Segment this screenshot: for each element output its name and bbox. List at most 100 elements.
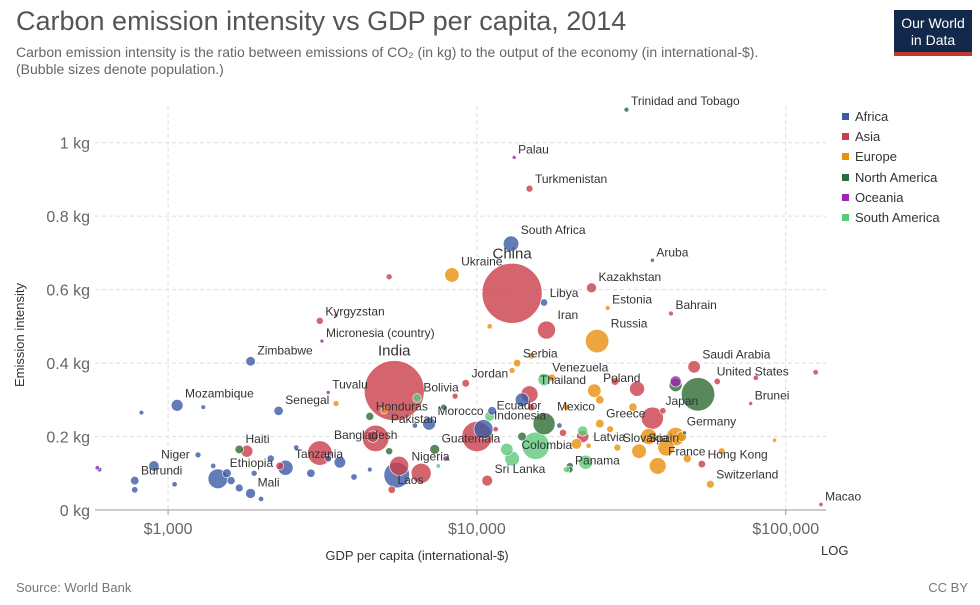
- data-label: Sri Lanka: [495, 462, 546, 476]
- data-point: [577, 425, 589, 437]
- data-point: [422, 416, 436, 431]
- data-label: Tanzania: [295, 447, 343, 461]
- data-point: [649, 457, 667, 475]
- data-point: [586, 282, 597, 294]
- logo-line-2: in Data: [910, 32, 956, 48]
- legend-swatch: [842, 112, 849, 120]
- data-point: [812, 369, 819, 376]
- data-label: Russia: [611, 316, 648, 330]
- log-scale-toggle[interactable]: LOG: [821, 543, 849, 558]
- data-point: [585, 329, 610, 354]
- data-point: [324, 454, 332, 463]
- data-point: [319, 338, 325, 344]
- y-tick-label: 0.6 kg: [46, 283, 90, 300]
- y-tick-label: 0.4 kg: [46, 356, 90, 373]
- data-label: Ecuador: [497, 398, 542, 412]
- data-label: United States: [717, 365, 789, 379]
- data-point: [481, 474, 493, 487]
- data-point: [697, 460, 706, 469]
- data-point: [350, 473, 358, 481]
- data-point: [628, 402, 638, 412]
- data-point: [385, 273, 393, 281]
- data-label: Latvia: [593, 430, 625, 444]
- data-label: Laos: [397, 473, 423, 487]
- data-point: [366, 430, 379, 443]
- legend-label: South America: [855, 210, 940, 226]
- data-point: [629, 380, 645, 397]
- data-point: [681, 377, 716, 412]
- chart-subtitle: Carbon emission intensity is the ratio b…: [16, 44, 876, 78]
- data-point: [657, 438, 675, 457]
- data-point: [532, 412, 556, 435]
- data-point: [258, 495, 265, 502]
- y-tick-label: 1 kg: [60, 136, 90, 153]
- legend-item[interactable]: Europe: [842, 147, 940, 167]
- data-label: Mozambique: [185, 386, 254, 400]
- data-point: [559, 428, 567, 437]
- data-point: [94, 465, 100, 471]
- data-label: Burundi: [141, 463, 182, 477]
- data-point: [170, 399, 184, 412]
- legend-item[interactable]: North America: [842, 167, 940, 187]
- data-point: [461, 379, 470, 388]
- legend-item[interactable]: South America: [842, 207, 940, 227]
- data-label: Germany: [687, 414, 736, 428]
- data-point: [492, 426, 499, 433]
- data-point: [706, 480, 715, 489]
- data-point: [171, 481, 178, 488]
- data-point: [668, 310, 674, 317]
- legend-label: Oceania: [855, 189, 904, 205]
- data-point: [613, 443, 622, 452]
- data-point: [245, 356, 256, 367]
- data-point: [365, 412, 375, 421]
- data-point: [332, 400, 340, 407]
- data-label: Nigeria: [412, 449, 450, 463]
- data-point: [130, 476, 140, 486]
- our-world-in-data-logo[interactable]: Our World in Data: [894, 10, 972, 56]
- data-point: [517, 431, 527, 442]
- data-label: Spain: [648, 431, 679, 445]
- data-label: Senegal: [285, 393, 329, 407]
- data-label: Niger: [161, 448, 190, 462]
- data-label: Ukraine: [461, 255, 503, 269]
- data-point: [527, 352, 535, 360]
- data-point: [325, 390, 331, 395]
- data-point: [511, 155, 517, 160]
- data-point: [389, 456, 409, 476]
- data-point: [410, 462, 432, 484]
- data-point: [682, 454, 692, 463]
- data-label: Brunei: [755, 388, 790, 402]
- data-point: [385, 447, 394, 456]
- data-point: [595, 419, 605, 429]
- data-point: [500, 442, 514, 456]
- data-point: [650, 257, 655, 263]
- data-point: [540, 298, 549, 307]
- data-point: [435, 463, 441, 469]
- data-point: [556, 422, 563, 429]
- x-tick-label: $100,000: [752, 521, 819, 538]
- logo-accent-bar: [894, 52, 972, 56]
- data-label: Bangladesh: [334, 428, 397, 442]
- data-point: [222, 468, 232, 479]
- data-point: [440, 403, 447, 411]
- data-label: Bolivia: [423, 381, 459, 395]
- data-label: Saudi Arabia: [702, 348, 770, 362]
- data-point: [563, 466, 570, 473]
- data-label: Venezuela: [552, 360, 608, 374]
- data-label: Aruba: [656, 245, 688, 259]
- legend-item[interactable]: Africa: [842, 106, 940, 126]
- data-label: Turkmenistan: [535, 172, 607, 186]
- y-tick-label: 0.8 kg: [46, 209, 90, 226]
- data-point: [623, 106, 630, 113]
- data-point: [587, 383, 602, 398]
- data-label: Hong Kong: [708, 447, 768, 461]
- data-label: Guatemala: [442, 432, 501, 446]
- data-point: [585, 442, 592, 449]
- legend-item[interactable]: Asia: [842, 126, 940, 146]
- data-point: [315, 317, 324, 325]
- data-label: Greece: [606, 406, 646, 420]
- data-point: [333, 456, 346, 469]
- data-label: Indonesia: [494, 408, 546, 422]
- legend-item[interactable]: Oceania: [842, 187, 940, 207]
